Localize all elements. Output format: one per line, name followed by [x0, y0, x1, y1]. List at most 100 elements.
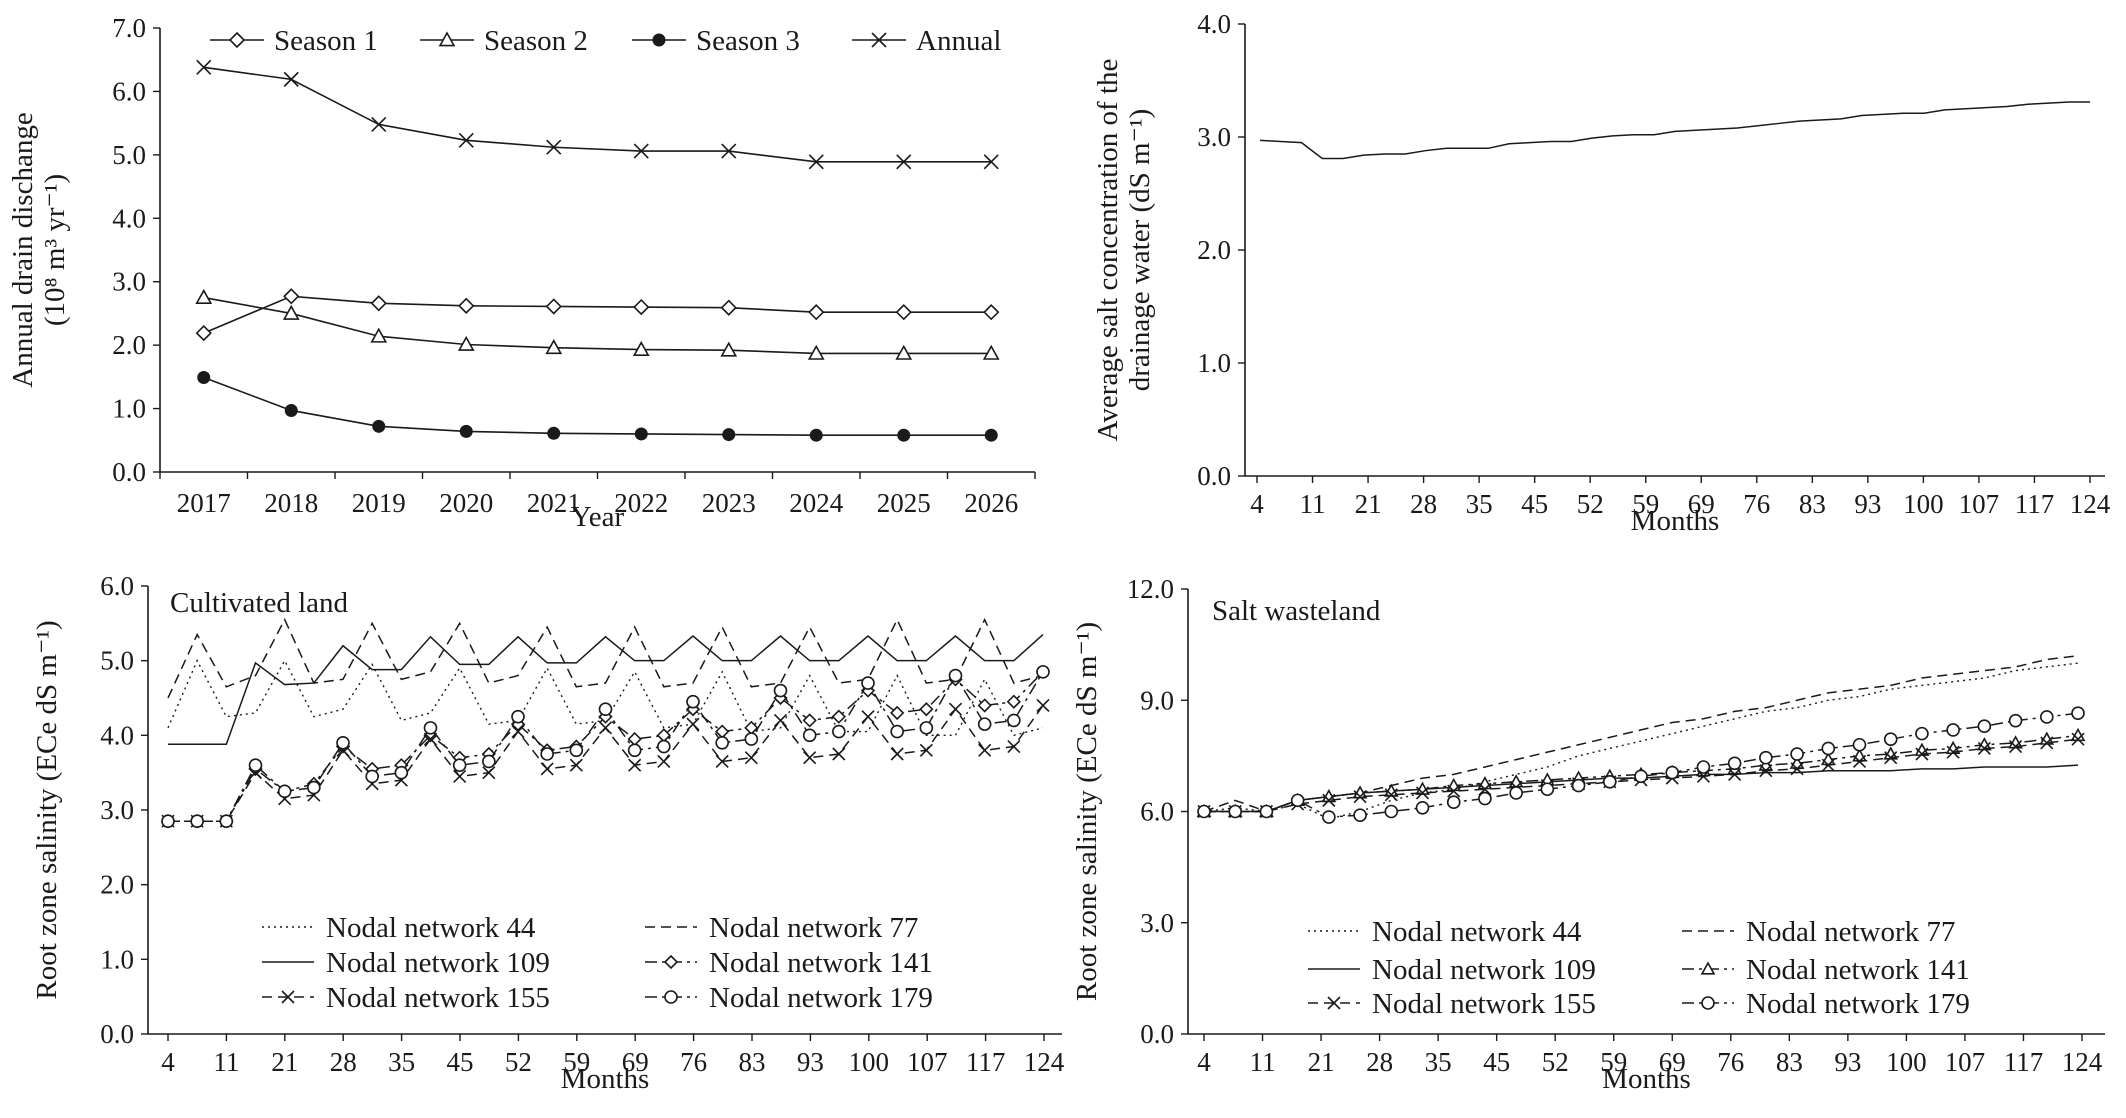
drain-data-point — [984, 428, 998, 442]
cultivated-data-point — [1007, 713, 1021, 728]
wasteland-series-line — [1204, 712, 2079, 818]
cultivated-data-point — [190, 814, 204, 829]
wasteland-data-point — [1884, 751, 1898, 765]
drain-data-point — [372, 419, 386, 433]
drain-series-0 — [195, 288, 1000, 342]
drain-data-point — [809, 428, 823, 442]
wasteland-data-point — [1447, 784, 1461, 798]
cultivated-data-point — [161, 814, 175, 829]
wasteland-data-point — [1915, 726, 1929, 741]
cultivated-legend-label: Nodal network 155 — [326, 982, 550, 1014]
cultivated-data-point — [511, 725, 525, 739]
drain-data-point — [634, 427, 648, 441]
wasteland-legend-label: Nodal network 109 — [1372, 954, 1596, 986]
cultivated-x-tick-label: 45 — [447, 1047, 474, 1077]
drain-data-point — [895, 304, 912, 321]
cultivated-y-tick-label: 5.0 — [100, 646, 134, 676]
cultivated-x-axis-label: Months — [561, 1063, 650, 1095]
drain-legend: Season 1 Season 2 Season 3 Annual — [210, 25, 1001, 57]
drain-x-tick-label: 2023 — [702, 488, 756, 518]
drain-data-point — [633, 143, 649, 159]
cultivated-legend-marker — [664, 990, 678, 1004]
wasteland-data-point — [1571, 778, 1586, 793]
cultivated-data-point — [978, 743, 992, 757]
drain-data-point — [895, 344, 913, 360]
wasteland-data-point — [2071, 732, 2085, 746]
wasteland-data-point — [1915, 747, 1929, 761]
cultivated-series-line — [167, 659, 1044, 737]
drain-data-point — [283, 71, 299, 87]
drain-x-tick-label: 2025 — [877, 488, 931, 518]
wasteland-data-point — [1696, 760, 1711, 774]
cultivated-data-point — [482, 754, 496, 769]
cultivated-data-point — [1036, 698, 1050, 713]
drain-y-tick-label: 7.0 — [112, 13, 146, 43]
cultivated-data-point — [890, 705, 905, 721]
cultivated-data-point — [977, 698, 992, 713]
cultivated-x-tick-label: 124 — [1024, 1047, 1065, 1077]
wasteland-legend-marker — [1701, 996, 1715, 1010]
cultivated-data-point — [890, 747, 904, 761]
cultivated-data-point — [686, 717, 700, 731]
wasteland-y-tick-label: 12.0 — [1127, 574, 1174, 604]
drain-legend-marker — [652, 33, 666, 47]
wasteland-data-point — [2039, 710, 2054, 724]
salt-series-0 — [1259, 101, 2090, 160]
drain-data-point — [983, 304, 1000, 321]
drain-data-point — [283, 288, 300, 305]
wasteland-data-point — [1509, 786, 1523, 800]
salt-series-line — [1259, 101, 2090, 160]
salt-x-axis-label: Months — [1631, 505, 1720, 537]
cultivated-x-tick-label: 107 — [907, 1047, 948, 1077]
wasteland-data-point — [1759, 764, 1773, 778]
drain-data-point — [633, 298, 650, 316]
wasteland-x-tick-label: 83 — [1776, 1047, 1803, 1077]
wasteland-y-tick-label: 6.0 — [1140, 797, 1174, 827]
drain-data-point — [371, 116, 387, 132]
wasteland-data-point — [1977, 719, 1992, 734]
drain-x-tick-label: 2026 — [964, 488, 1018, 518]
wasteland-data-point — [1852, 754, 1867, 769]
drain-legend-marker — [871, 32, 887, 48]
drain-legend-label: Annual — [916, 25, 1001, 57]
wasteland-data-point — [2071, 706, 2085, 721]
cultivated-y-tick-label: 3.0 — [100, 795, 134, 825]
drain-legend-label: Season 3 — [696, 25, 800, 57]
drain-data-point — [722, 428, 736, 442]
wasteland-panel-title: Salt wasteland — [1212, 595, 1381, 627]
wasteland-x-tick-label: 59 — [1600, 1047, 1627, 1077]
cultivated-data-point — [453, 769, 467, 783]
cultivated-data-point — [803, 751, 817, 765]
wasteland-data-point — [1602, 775, 1617, 789]
wasteland-data-point — [1353, 808, 1367, 823]
wasteland-legend-label: Nodal network 141 — [1746, 954, 1970, 986]
drain-data-point — [195, 324, 212, 342]
cultivated-data-point — [569, 743, 584, 758]
salt-y-tick-label: 3.0 — [1197, 122, 1231, 152]
wasteland-y-tick-label: 9.0 — [1140, 685, 1174, 715]
cultivated-data-point — [832, 747, 846, 761]
cultivated-x-tick-label: 83 — [739, 1047, 766, 1077]
drain-y-tick-label: 4.0 — [112, 203, 146, 233]
drain-x-tick-label: 2018 — [264, 488, 318, 518]
drain-y-tick-label: 0.0 — [112, 457, 146, 487]
salt-x-tick-label: 59 — [1632, 489, 1659, 519]
drain-data-point — [196, 59, 212, 75]
wasteland-data-point — [1665, 765, 1680, 780]
wasteland-data-point — [1353, 790, 1367, 804]
cultivated-y-tick-label: 1.0 — [100, 944, 134, 974]
wasteland-legend-marker — [1700, 961, 1716, 975]
wasteland-x-tick-label: 100 — [1886, 1047, 1927, 1077]
wasteland-data-point — [1977, 741, 1991, 756]
drain-data-point — [721, 143, 737, 159]
wasteland-data-point — [1322, 810, 1336, 824]
wasteland-x-axis-label: Months — [1602, 1063, 1691, 1095]
drain-legend-marker — [228, 31, 246, 49]
wasteland-data-point — [1728, 767, 1742, 781]
salt-x-tick-label: 83 — [1799, 489, 1826, 519]
wasteland-y-tick-label: 0.0 — [1140, 1019, 1174, 1049]
drain-data-point — [458, 132, 474, 148]
cultivated-legend-marker — [281, 990, 295, 1004]
